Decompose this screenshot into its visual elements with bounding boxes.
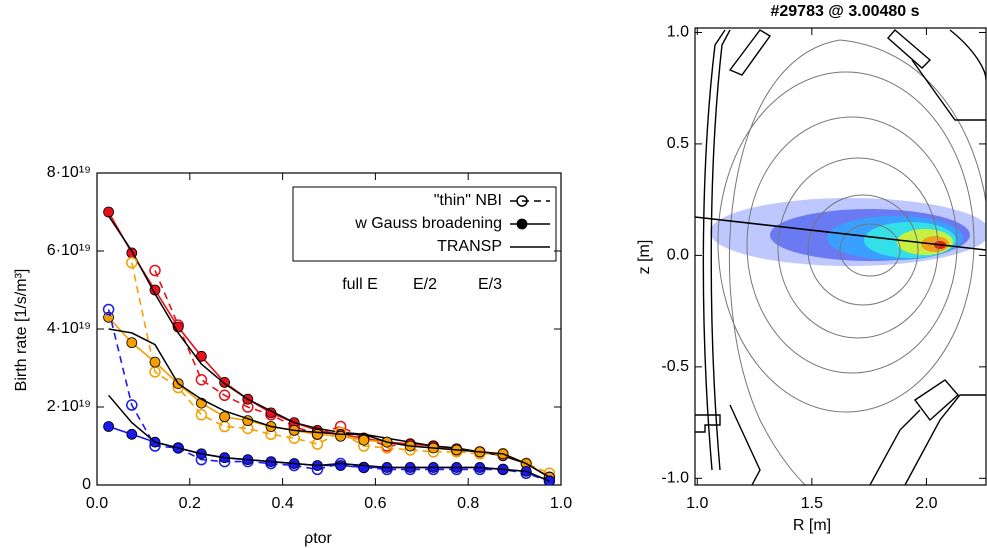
x-tick-label: 0.8 [457, 495, 479, 512]
thin-point [195, 373, 208, 386]
x-tick-label: 1.0 [550, 495, 572, 512]
plot-frame [694, 27, 987, 486]
legend-label: w Gauss broadening [354, 215, 502, 232]
y-tick-label: -1.0 [661, 470, 689, 487]
energy-label: E/3 [478, 276, 502, 293]
x-tick-label: 0.0 [86, 495, 108, 512]
thin-point [126, 256, 138, 269]
y-tick-label: 4·10¹⁹ [47, 320, 91, 337]
y-tick-label: 1.0 [667, 24, 689, 41]
gauss-point [358, 462, 370, 473]
x-axis-label: ρtor [304, 530, 332, 547]
flux-surfaces [717, 39, 986, 485]
vessel [695, 29, 986, 485]
x-tick-label: 0.6 [364, 495, 386, 512]
y-tick-label: 0.5 [667, 135, 689, 152]
gauss-point [103, 421, 114, 432]
legend-symbol [516, 195, 528, 207]
y-tick-label: 2·10¹⁹ [47, 398, 91, 415]
gauss-point [149, 356, 161, 368]
y-axis-label: Birth rate [1/s/m³] [13, 269, 30, 392]
beam-line [695, 216, 986, 251]
chart-title: #29783 @ 3.00480 s [770, 3, 919, 20]
x-tick-label: 0.2 [179, 495, 201, 512]
y-tick-label: -0.5 [661, 358, 689, 375]
transp-line [108, 394, 550, 482]
thin-line [131, 262, 550, 475]
y-axis-label: z [m] [636, 240, 653, 275]
gauss-point [126, 428, 138, 440]
legend-label: "thin" NBI [434, 192, 502, 209]
y-tick-label: 8·10¹⁹ [47, 164, 91, 181]
gauss-point [335, 460, 347, 471]
transp-line [108, 328, 550, 478]
birth-profile [710, 198, 986, 266]
energy-label: E/2 [413, 276, 437, 293]
thin-point [195, 409, 208, 421]
thin-point [149, 264, 161, 277]
x-axis-label: R [m] [793, 517, 831, 534]
y-tick-label: 0.0 [667, 247, 689, 264]
y-tick-label: 6·10¹⁹ [47, 242, 91, 259]
gauss-point [219, 411, 231, 423]
x-tick-label: 2.0 [915, 495, 937, 512]
legend-label: TRANSP [437, 238, 502, 255]
plot-area [102, 206, 556, 485]
energy-label: full E [342, 276, 378, 293]
x-tick-label: 0.4 [271, 495, 293, 512]
gauss-point [335, 430, 347, 442]
gauss-point [103, 206, 114, 218]
equilibrium-drawing [695, 29, 986, 485]
thin-point [102, 303, 115, 316]
thin-point [126, 399, 138, 411]
thin-point [311, 438, 324, 450]
x-tick-label: 1.0 [686, 495, 708, 512]
thin-point [218, 389, 231, 402]
y-tick-label: 0 [82, 476, 91, 493]
gauss-point [126, 337, 138, 349]
gauss-point [311, 428, 323, 440]
legend-symbol [516, 218, 528, 230]
gauss-point [358, 434, 370, 446]
x-tick-label: 1.5 [801, 495, 823, 512]
